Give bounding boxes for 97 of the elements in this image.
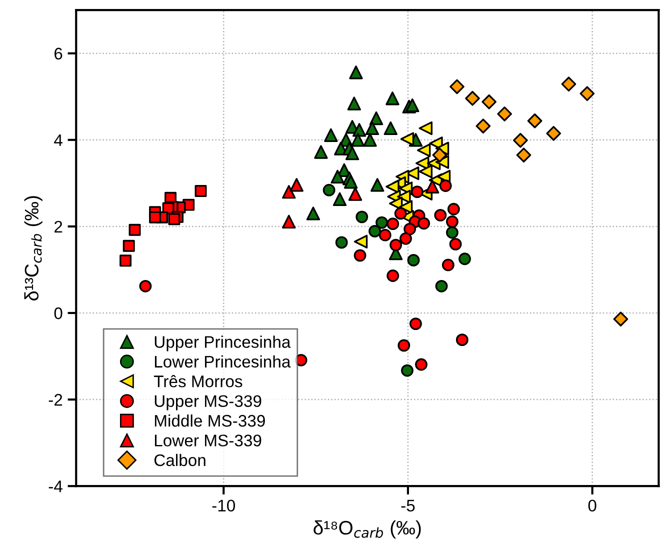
point: [458, 252, 471, 266]
point: [439, 180, 452, 192]
point: [378, 228, 392, 242]
point: [368, 224, 381, 238]
legend-label: Upper Princesinha: [154, 336, 291, 352]
point: [546, 126, 562, 141]
point: [415, 358, 428, 371]
x-axis-title: δ¹⁸O$_{carb}$ (‰): [314, 520, 421, 538]
point: [354, 234, 368, 248]
point: [513, 132, 528, 148]
y-tick-label: 4: [54, 134, 62, 146]
point: [386, 270, 400, 282]
point: [476, 118, 491, 134]
point: [394, 207, 407, 220]
legend-label: Calbon: [154, 454, 206, 466]
point: [418, 164, 433, 178]
point: [465, 90, 480, 106]
point: [354, 249, 366, 262]
point: [580, 86, 595, 102]
point: [418, 217, 430, 230]
point: [149, 211, 162, 224]
point: [450, 79, 464, 94]
y-tick-label: 6: [54, 48, 62, 60]
point: [447, 202, 460, 216]
point: [344, 175, 358, 189]
point: [306, 206, 320, 220]
point: [407, 254, 420, 266]
point: [410, 186, 424, 198]
point: [122, 240, 135, 252]
point: [335, 236, 348, 249]
point: [349, 66, 363, 80]
point: [128, 224, 141, 236]
point: [390, 238, 402, 252]
point: [168, 213, 180, 226]
y-axis-title: δ¹³C$_{carb}$ (‰): [24, 196, 42, 301]
point: [435, 280, 448, 292]
point: [446, 215, 458, 228]
point: [432, 148, 448, 162]
point: [384, 121, 398, 136]
point: [434, 208, 447, 222]
point: [356, 210, 368, 224]
point: [352, 123, 366, 137]
point: [418, 121, 433, 136]
point: [332, 192, 347, 206]
legend-label: Upper MS-339: [154, 395, 262, 410]
point: [613, 312, 628, 326]
point: [345, 146, 360, 160]
y-tick-label: 2: [54, 220, 62, 232]
point: [482, 94, 497, 110]
point: [363, 133, 377, 147]
point: [400, 232, 412, 245]
y-tick-label: 0: [54, 307, 62, 320]
point: [347, 96, 361, 110]
x-tick-label: -10: [212, 500, 236, 512]
point: [139, 280, 152, 292]
point: [314, 145, 328, 159]
y-tick-label: -4: [48, 480, 62, 492]
point: [409, 318, 422, 330]
point: [348, 187, 362, 201]
point: [350, 133, 365, 147]
point: [386, 218, 400, 230]
point: [397, 190, 411, 204]
point: [401, 364, 414, 377]
point: [442, 258, 454, 272]
x-tick-label: 0: [588, 500, 596, 512]
point: [425, 180, 440, 194]
point: [406, 98, 420, 112]
point: [386, 92, 400, 106]
point: [446, 226, 458, 239]
point: [290, 178, 304, 192]
point: [416, 143, 431, 158]
legend-label: Lower MS-339: [154, 434, 262, 446]
point: [194, 184, 207, 197]
point: [324, 128, 338, 142]
point: [386, 180, 400, 194]
point: [497, 106, 512, 122]
point: [282, 214, 296, 229]
point: [561, 76, 576, 92]
y-tick-label: -2: [48, 394, 62, 406]
point: [322, 184, 336, 196]
point: [376, 216, 388, 229]
point: [404, 222, 416, 236]
point: [330, 170, 344, 184]
x-tick-label: -5: [401, 500, 415, 512]
point: [370, 178, 384, 192]
point: [516, 148, 532, 162]
point: [400, 132, 414, 146]
point: [365, 121, 380, 136]
point: [527, 113, 542, 128]
legend-label: Três Morros: [154, 375, 242, 388]
point: [456, 334, 468, 346]
point: [449, 238, 462, 250]
legend-label: Middle MS-339: [154, 414, 265, 427]
point: [398, 339, 410, 352]
point: [120, 254, 132, 267]
legend-label: Lower Princesinha: [154, 355, 291, 368]
point: [282, 184, 296, 199]
